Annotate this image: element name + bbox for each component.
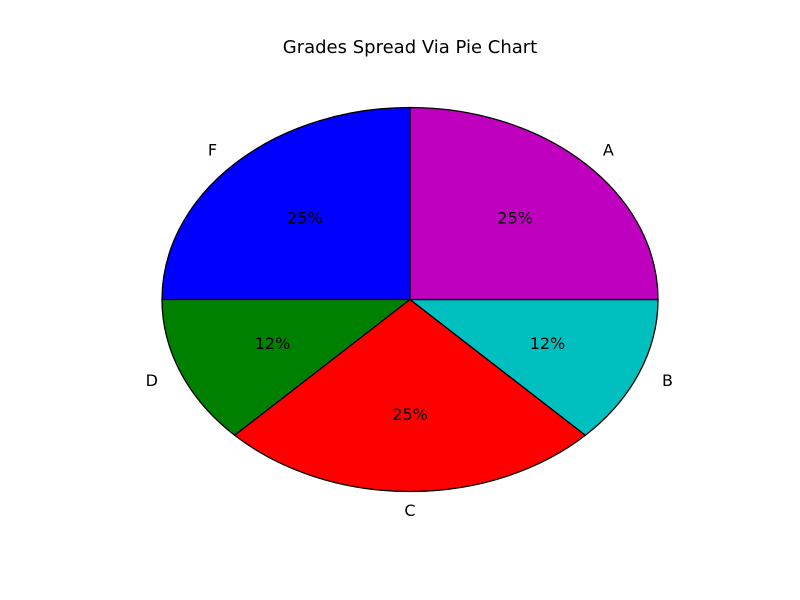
slice-label-c: C [404,501,415,520]
slice-label-b: B [662,371,673,390]
pie-slices [161,106,659,493]
slice-percent-f: 25% [287,209,323,228]
pie-slice-b [409,298,659,436]
pie-slice-d [161,298,411,436]
slice-label-a: A [603,141,614,160]
slice-percent-b: 12% [530,334,566,353]
pie-slice-a [409,106,659,301]
chart-title: Grades Spread Via Pie Chart [283,37,537,58]
slice-label-d: D [146,371,158,390]
pie-slice-f [161,106,411,301]
pie-labels: F 25% D 12% C 25% B 12% A 25% [146,141,673,521]
slice-percent-a: 25% [497,209,533,228]
pie-slice-c [233,298,587,493]
slice-percent-c: 25% [392,405,428,424]
slice-percent-d: 12% [255,334,291,353]
slice-label-f: F [208,141,217,160]
